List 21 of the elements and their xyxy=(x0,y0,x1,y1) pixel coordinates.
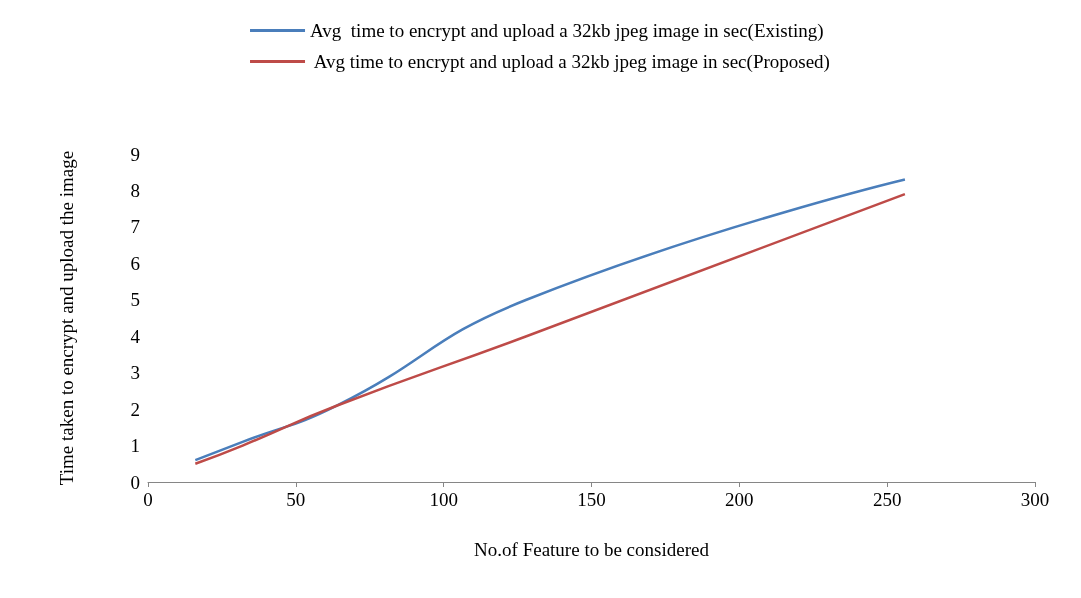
y-tick-label: 1 xyxy=(130,435,140,457)
y-tick-label: 9 xyxy=(130,143,140,165)
y-tick-label: 4 xyxy=(130,325,141,347)
y-tick-label: 0 xyxy=(130,471,140,493)
y-tick-label: 2 xyxy=(130,398,140,420)
y-tick-label: 6 xyxy=(130,252,140,274)
x-tick-label: 250 xyxy=(872,489,902,510)
x-tick-label: 200 xyxy=(725,489,754,510)
y-tick-label: 7 xyxy=(130,216,140,238)
x-tick-label: 0 xyxy=(143,489,153,510)
legend-label: Avg time to encrypt and upload a 32kb jpeg image in sec(Proposed) xyxy=(310,51,830,73)
y-tick-label: 3 xyxy=(130,362,140,384)
y-tick-label: 8 xyxy=(130,179,140,201)
y-axis-title: Time taken to encrypt and upload the image xyxy=(55,150,77,486)
x-axis-title: No.of Feature to be considered xyxy=(474,539,710,560)
x-tick-label: 50 xyxy=(286,489,306,510)
x-tick-label: 300 xyxy=(1020,489,1050,510)
x-tick-label: 150 xyxy=(577,489,606,510)
y-tick-label: 5 xyxy=(130,289,140,311)
x-tick-label: 100 xyxy=(429,489,458,510)
legend-label: Avg time to encrypt and upload a 32kb jpeg image in sec(Existing) xyxy=(310,20,824,42)
